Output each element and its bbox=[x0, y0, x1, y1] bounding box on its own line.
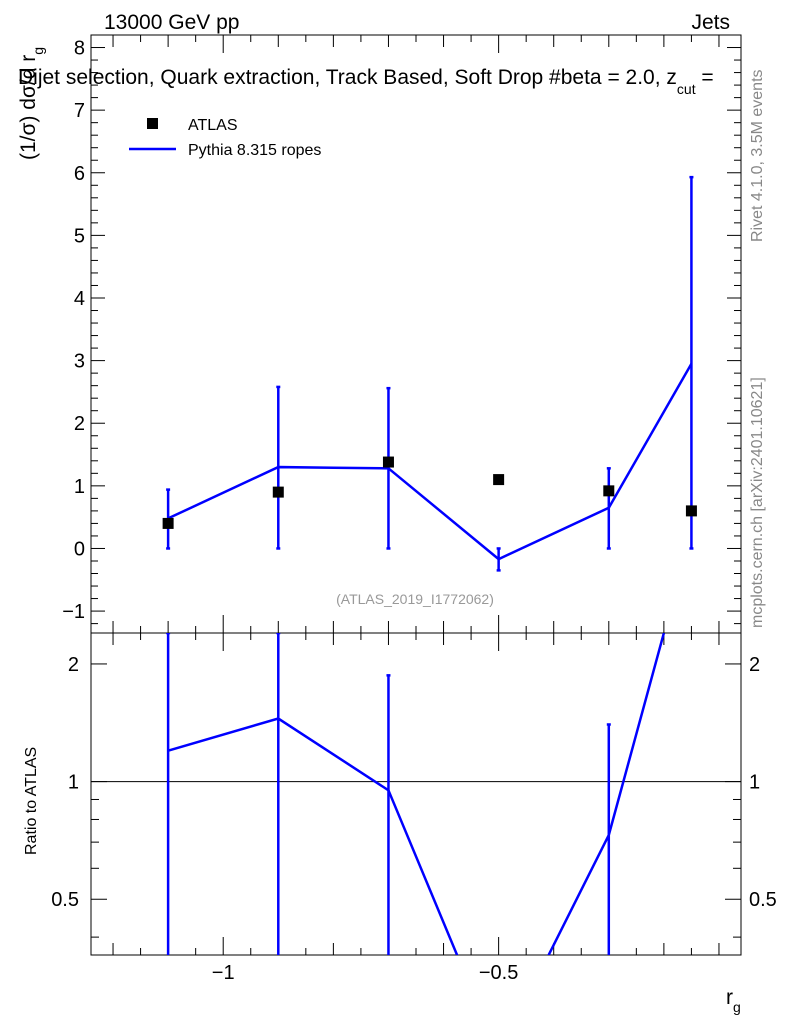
plot-title: Dijet selection, Quark extraction, Track… bbox=[18, 66, 714, 97]
legend-pythia-label: Pythia 8.315 ropes bbox=[188, 142, 321, 159]
atlas-data-point bbox=[493, 474, 505, 486]
ratio-panel: 0.5 0.5 1 1 2 2 −1 −0.5 Ratio to ATLAS rg bbox=[23, 632, 777, 1015]
plot-title-main: Dijet selection, Quark extraction, Track… bbox=[18, 66, 677, 89]
atlas-data-point bbox=[603, 485, 615, 497]
analysis-watermark: (ATLAS_2019_I1772062) bbox=[336, 591, 494, 607]
mcplots-label: mcplots.cern.ch [arXiv:2401.10621] bbox=[749, 377, 766, 628]
x-tick-label: −1 bbox=[212, 962, 235, 984]
y-tick-label: 8 bbox=[74, 38, 85, 60]
rivet-label: Rivet 4.1.0, 3.5M events bbox=[749, 69, 766, 242]
legend-atlas-marker bbox=[147, 118, 158, 129]
plot-title-sub: cut bbox=[677, 81, 696, 97]
ratio-y-tick-label-right: 2 bbox=[749, 654, 760, 676]
y-tick-label: 4 bbox=[74, 288, 85, 310]
x-axis-label-sub: g bbox=[733, 999, 741, 1015]
y-tick-label: −1 bbox=[62, 601, 85, 623]
atlas-data-point bbox=[162, 517, 174, 529]
ratio-y-axis-label: Ratio to ATLAS bbox=[23, 747, 40, 855]
legend-atlas-label: ATLAS bbox=[188, 117, 238, 134]
process-label: Jets bbox=[691, 11, 730, 34]
y-tick-label: 6 bbox=[74, 163, 85, 185]
main-panel: −1 0 1 2 3 4 5 6 7 8 (ATLAS_2019_I1772062) (1/σ) dσ… bbox=[17, 34, 742, 634]
y-tick-label: 0 bbox=[74, 538, 85, 560]
ratio-y-tick-label: 1 bbox=[68, 772, 79, 794]
ratio-y-tick-label: 2 bbox=[68, 654, 79, 676]
y-axis-label-sub: g bbox=[30, 47, 46, 55]
y-tick-label: 3 bbox=[74, 351, 85, 373]
ratio-y-tick-label-right: 1 bbox=[749, 772, 760, 794]
x-axis-label-main: r bbox=[726, 986, 733, 1009]
atlas-data-point bbox=[272, 486, 284, 498]
ratio-frame bbox=[90, 632, 742, 956]
pythia-line-ratio bbox=[167, 633, 666, 955]
y-tick-label: 2 bbox=[74, 413, 85, 435]
y-tick-label: 1 bbox=[74, 476, 85, 498]
pythia-series-main bbox=[166, 175, 694, 572]
ratio-y-tick-label: 0.5 bbox=[51, 889, 79, 911]
pythia-series-ratio bbox=[166, 633, 666, 955]
plot-title-tail: = bbox=[696, 66, 714, 89]
y-tick-label: 7 bbox=[74, 100, 85, 122]
y-axis-label: (1/σ) dσ/d rg bbox=[17, 47, 46, 160]
atlas-data-point bbox=[685, 505, 697, 517]
y-tick-label: 5 bbox=[74, 225, 85, 247]
y-axis-label-main: (1/σ) dσ/d r bbox=[17, 55, 40, 160]
x-axis-label: rg bbox=[726, 986, 741, 1015]
pythia-line-main bbox=[167, 363, 693, 561]
energy-label: 13000 GeV pp bbox=[104, 11, 239, 34]
ratio-y-tick-label-right: 0.5 bbox=[749, 889, 777, 911]
x-tick-label: −0.5 bbox=[479, 962, 518, 984]
atlas-data-point bbox=[382, 456, 394, 468]
